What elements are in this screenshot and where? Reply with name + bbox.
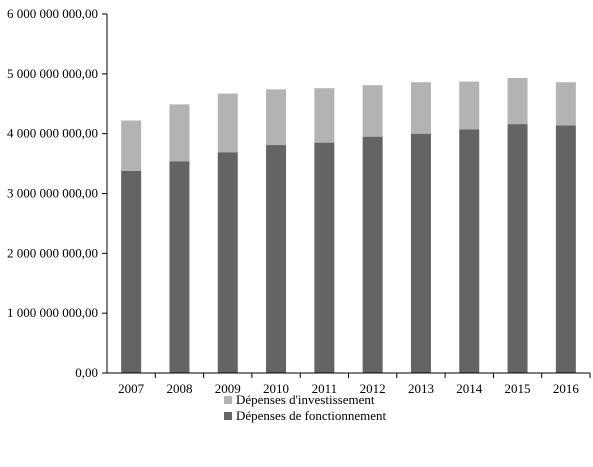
legend-swatch (224, 396, 232, 404)
bar-fonctionnement (169, 161, 190, 373)
bar-investissement (169, 104, 190, 162)
bar-fonctionnement (266, 145, 287, 373)
x-tick-label: 2014 (456, 381, 483, 396)
x-tick-label: 2010 (263, 381, 289, 396)
legend-swatch (224, 412, 232, 420)
y-tick-label: 0,00 (75, 365, 98, 380)
bar-fonctionnement (555, 125, 576, 373)
bar-fonctionnement (121, 170, 142, 373)
x-tick-label: 2016 (553, 381, 580, 396)
legend-label: Dépenses d'investissement (236, 392, 375, 407)
bar-investissement (121, 120, 142, 171)
bar-fonctionnement (410, 133, 431, 373)
x-tick-label: 2011 (312, 381, 338, 396)
x-tick-label: 2015 (505, 381, 531, 396)
bar-investissement (555, 82, 576, 126)
bar-fonctionnement (459, 129, 480, 373)
bars (121, 78, 576, 374)
bar-investissement (410, 82, 431, 134)
y-tick-label: 5 000 000 000,00 (7, 66, 98, 81)
y-tick-label: 4 000 000 000,00 (7, 126, 98, 141)
bar-investissement (459, 81, 480, 130)
legend-label: Dépenses de fonctionnement (236, 408, 387, 423)
x-tick-label: 2009 (215, 381, 241, 396)
y-tick-label: 1 000 000 000,00 (7, 305, 98, 320)
bar-fonctionnement (217, 152, 238, 373)
bar-fonctionnement (314, 142, 335, 373)
y-tick-label: 6 000 000 000,00 (7, 6, 98, 21)
bar-investissement (217, 93, 238, 153)
y-axis: 0,00 1 000 000 000,00 2 000 000 000,00 3 00… (7, 6, 108, 380)
x-tick-label: 2013 (408, 381, 434, 396)
bar-fonctionnement (507, 124, 528, 374)
bar-investissement (314, 88, 335, 143)
x-tick-label: 2007 (118, 381, 145, 396)
bar-investissement (362, 85, 383, 137)
bar-investissement (266, 89, 287, 146)
x-axis: 2007 2008 2009 2010 2011 2012 2013 2014 2015 2016 (107, 372, 591, 396)
y-tick-label: 2 000 000 000,00 (7, 245, 98, 260)
bar-investissement (507, 78, 528, 125)
x-tick-label: 2012 (360, 381, 386, 396)
y-tick-label: 3 000 000 000,00 (7, 186, 98, 201)
bar-fonctionnement (362, 136, 383, 373)
x-tick-label: 2008 (166, 381, 192, 396)
